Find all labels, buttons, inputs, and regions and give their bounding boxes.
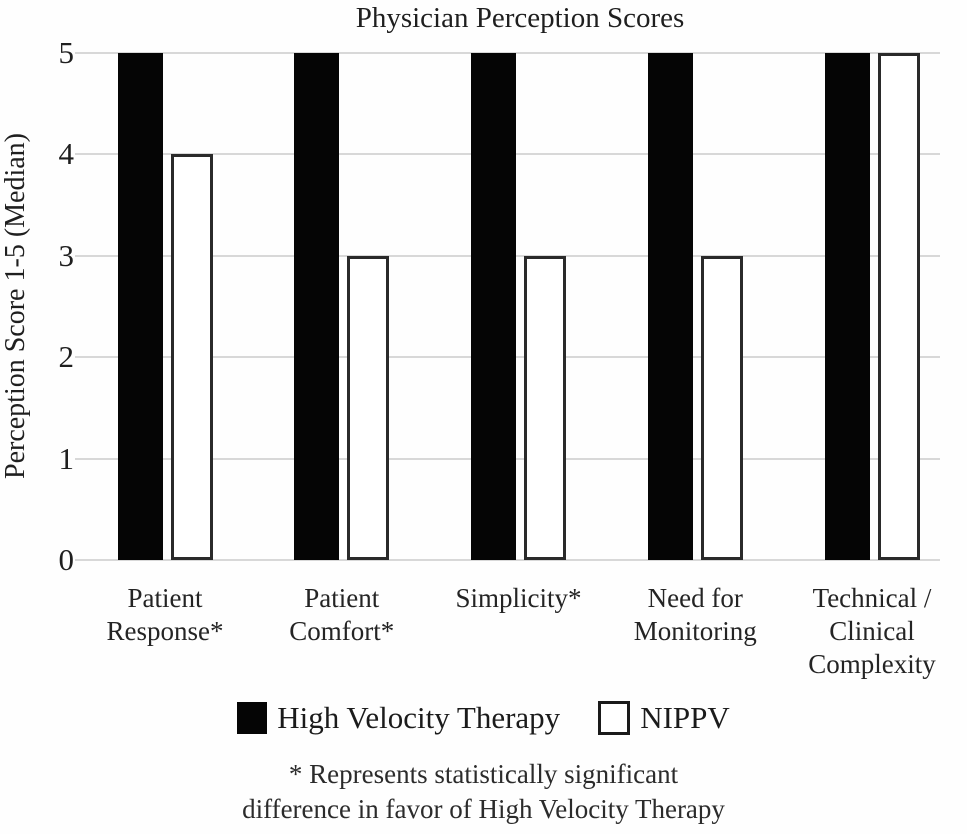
x-axis-category-labels: Patient Response* Patient Comfort* Simplic… <box>0 582 967 692</box>
bar-group-need-for-monitoring <box>647 53 743 560</box>
legend-label-high-velocity-therapy: High Velocity Therapy <box>277 700 561 735</box>
y-tick-label-2: 2 <box>58 339 75 375</box>
bar-high-velocity-therapy-patient-response <box>117 53 163 560</box>
bar-nippv-simplicity <box>524 255 566 560</box>
bar-nippv-patient-response <box>170 154 213 560</box>
bar-group-patient-response <box>117 53 213 560</box>
legend: High Velocity Therapy NIPPV <box>0 700 967 736</box>
footnote-line-2: difference in favor of High Velocity The… <box>242 794 725 825</box>
y-tick-label-4: 4 <box>58 136 75 172</box>
bar-group-patient-comfort <box>294 53 390 560</box>
y-tick-label-0: 0 <box>58 542 75 577</box>
bar-group-simplicity <box>471 53 566 560</box>
bar-nippv-technical-clinical-complexity <box>877 53 920 560</box>
x-label-patient-response: Patient Response* <box>106 583 224 646</box>
bar-nippv-need-for-monitoring <box>700 255 743 560</box>
y-axis-tick-labels: 0 1 2 3 4 5 <box>30 35 75 577</box>
y-tick-label-1: 1 <box>58 440 75 476</box>
bar-nippv-patient-comfort <box>347 255 390 560</box>
x-label-patient-comfort: Patient Comfort* <box>289 583 395 646</box>
legend-label-nippv: NIPPV <box>640 700 730 735</box>
footnote: * Represents statistically significant d… <box>0 757 967 827</box>
plot-area <box>75 52 940 561</box>
legend-item-high-velocity-therapy: High Velocity Therapy <box>237 700 560 736</box>
bar-high-velocity-therapy-need-for-monitoring <box>647 53 693 560</box>
legend-swatch-high-velocity-therapy <box>237 702 268 734</box>
x-label-simplicity: Simplicity* <box>455 583 582 613</box>
chart-title: Physician Perception Scores <box>355 2 685 34</box>
y-tick-label-5: 5 <box>58 35 75 70</box>
footnote-line-1: * Represents statistically significant <box>288 759 679 789</box>
gridline-y-0 <box>75 559 940 561</box>
x-label-need-for-monitoring: Need for Monitoring <box>633 583 757 646</box>
bar-high-velocity-therapy-technical-clinical-complexity <box>824 53 870 560</box>
x-label-technical-clinical-complexity: Technical / Clinical Complexity <box>808 583 936 679</box>
bar-high-velocity-therapy-patient-comfort <box>294 53 340 560</box>
legend-item-nippv: NIPPV <box>598 700 730 736</box>
legend-swatch-nippv <box>598 701 631 735</box>
bar-high-velocity-therapy-simplicity <box>471 53 516 560</box>
bar-group-technical-clinical-complexity <box>824 53 920 560</box>
y-tick-label-3: 3 <box>58 237 75 273</box>
